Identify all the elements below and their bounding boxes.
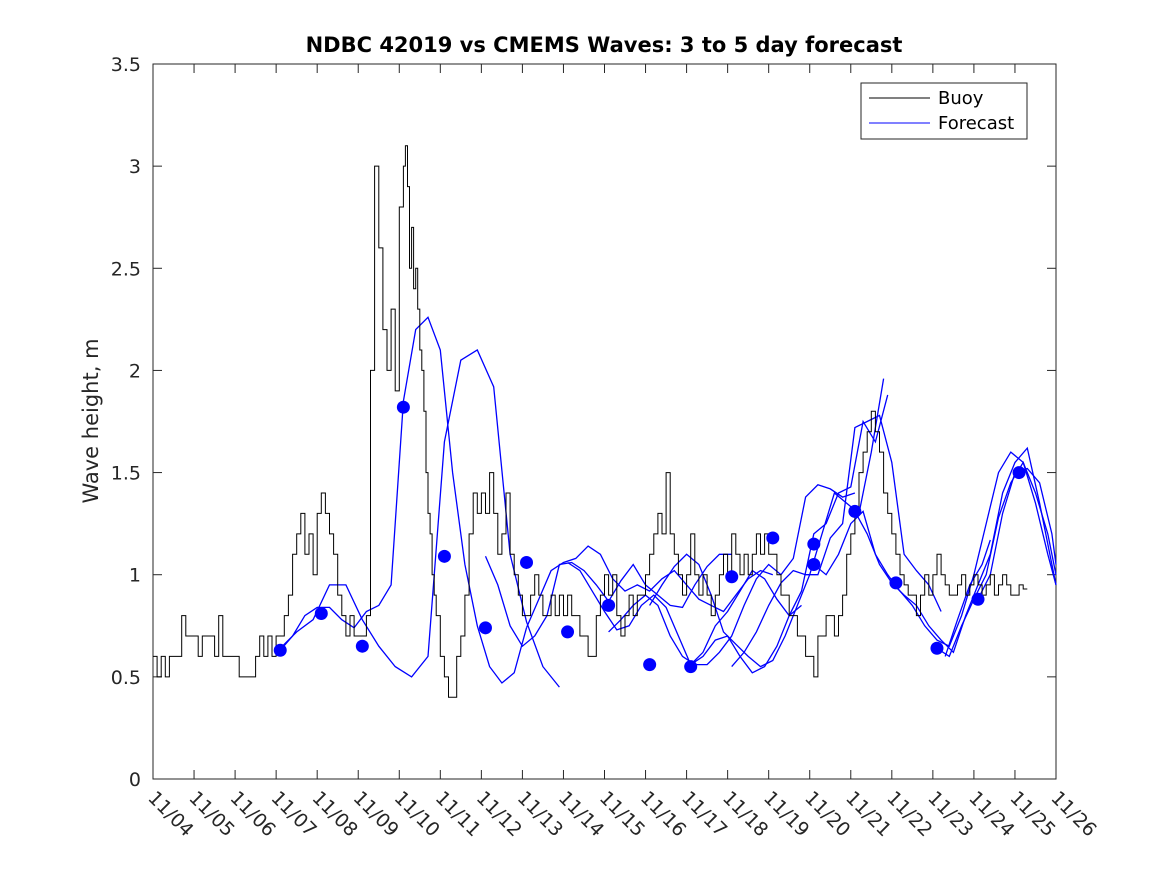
forecast-marker: [643, 658, 657, 672]
forecast-marker: [437, 549, 451, 563]
forecast-marker: [807, 537, 821, 551]
forecast-marker: [725, 570, 739, 584]
forecast-run-line-6: [649, 378, 885, 668]
y-tick-label: 2: [129, 360, 141, 382]
y-tick-label: 1.5: [111, 463, 141, 485]
forecast-marker: [848, 504, 862, 518]
buoy-series-line: [153, 145, 1028, 698]
forecast-run-line-5: [608, 484, 856, 666]
legend-forecast-label: Forecast: [938, 113, 1014, 134]
y-tick-label: 2.5: [111, 258, 141, 280]
plot-area: 00.511.522.533.5 11/0411/0511/0611/0711/…: [111, 54, 1101, 841]
forecast-marker: [355, 639, 369, 653]
legend: Buoy Forecast: [860, 82, 1028, 140]
forecast-marker: [520, 555, 534, 569]
axes-box: [152, 63, 1057, 780]
legend-buoy-label: Buoy: [938, 88, 984, 109]
forecast-marker: [314, 607, 328, 621]
chart-title: NDBC 42019 vs CMEMS Waves: 3 to 5 day fo…: [306, 33, 903, 57]
forecast-marker-extra: [807, 558, 821, 571]
forecast-run-line-10: [854, 446, 1057, 654]
forecast-marker: [930, 641, 944, 655]
forecast-marker: [1012, 466, 1026, 480]
forecast-run-line-3: [525, 545, 774, 629]
forecast-run-line-1: [279, 349, 560, 688]
forecast-marker: [684, 660, 698, 674]
y-tick-label: 1: [129, 565, 141, 587]
y-axis-ticks: 0 0.5 1 1.5 2 2.5 3 3.5: [111, 54, 1056, 791]
marker-layer: [273, 400, 1026, 674]
forecast-marker: [602, 598, 616, 612]
forecast-marker: [971, 592, 985, 606]
forecast-marker: [478, 621, 492, 635]
forecast-run-line-4: [567, 561, 802, 674]
forecast-marker: [889, 576, 903, 590]
forecast-marker: [561, 625, 575, 639]
legend-box: [860, 82, 1028, 140]
forecast-run-line-11: [936, 460, 1057, 658]
forecast-run-line-8: [731, 414, 942, 668]
forecast-marker: [766, 531, 780, 545]
forecast-marker: [273, 643, 287, 657]
y-tick-label: 0: [129, 769, 141, 791]
y-tick-label: 0.5: [111, 667, 141, 689]
y-axis-label: Wave height, m: [79, 338, 103, 503]
forecast-marker: [396, 400, 410, 414]
y-tick-label: 3.5: [111, 54, 141, 76]
y-tick-label: 3: [129, 156, 141, 178]
